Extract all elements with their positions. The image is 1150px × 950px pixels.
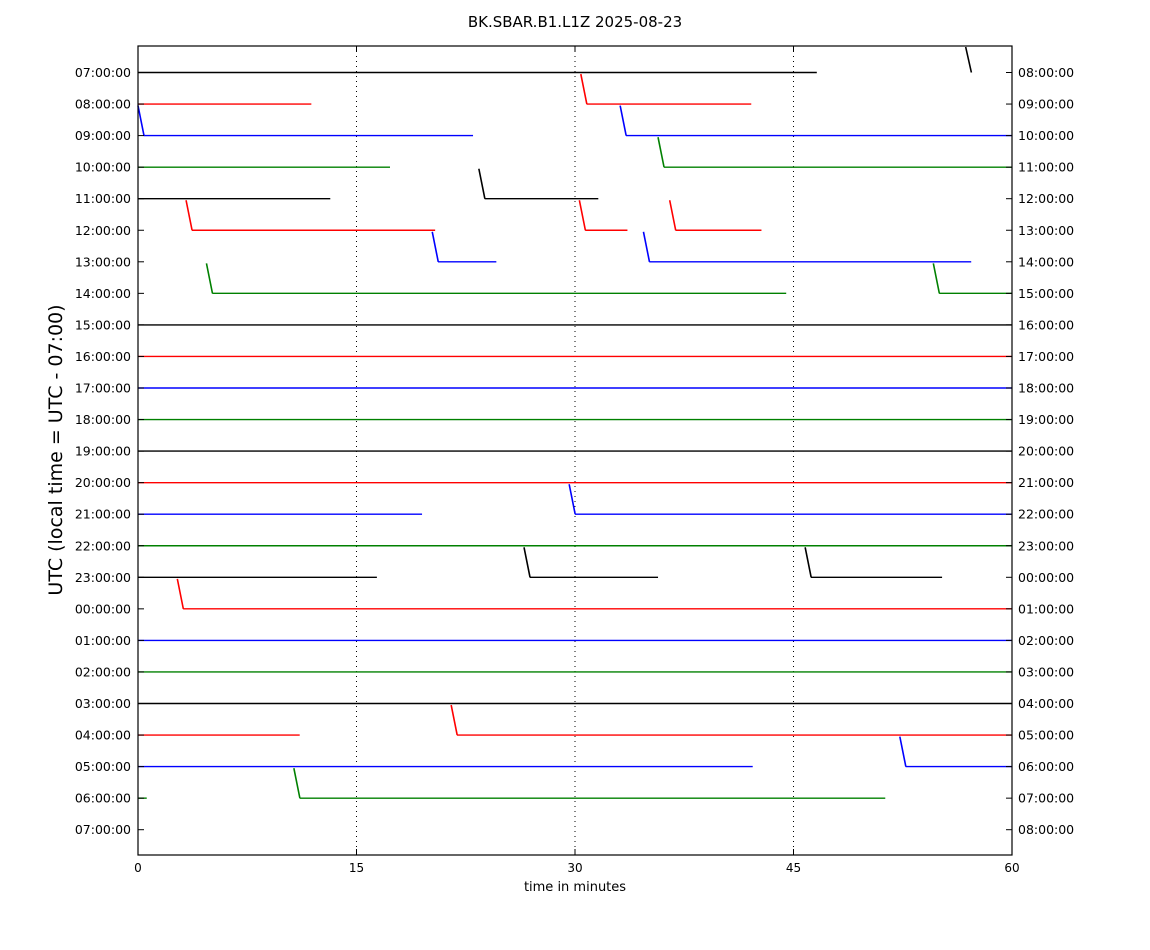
y-tick-label-right: 21:00:00 [1018, 475, 1074, 490]
trace-excursion [176, 578, 185, 610]
trace-excursion [293, 768, 301, 799]
trace-excursion [523, 547, 531, 578]
trace-excursion [619, 105, 627, 136]
y-tick-label-right: 16:00:00 [1018, 317, 1074, 332]
y-tick-label-right: 11:00:00 [1018, 160, 1074, 175]
y-tick-label-right: 03:00:00 [1018, 664, 1074, 679]
y-tick-label-left: 00:00:00 [75, 601, 131, 616]
y-tick-label-right: 02:00:00 [1018, 633, 1074, 648]
y-tick-label-right: 05:00:00 [1018, 728, 1074, 743]
trace-excursion [580, 73, 588, 105]
y-tick-label-left: 12:00:00 [75, 223, 131, 238]
y-tick-label-right: 08:00:00 [1018, 65, 1074, 80]
y-tick-label-right: 13:00:00 [1018, 223, 1074, 238]
y-tick-label-right: 18:00:00 [1018, 381, 1074, 396]
y-tick-label-left: 21:00:00 [75, 507, 131, 522]
y-tick-label-right: 01:00:00 [1018, 601, 1074, 616]
y-tick-label-left: 03:00:00 [75, 696, 131, 711]
y-axis-label: UTC (local time = UTC - 07:00) [45, 304, 67, 595]
y-tick-label-left: 16:00:00 [75, 349, 131, 364]
y-tick-label-left: 13:00:00 [75, 254, 131, 269]
x-tick-label: 15 [349, 861, 364, 875]
x-tick-label: 45 [786, 861, 801, 875]
y-tick-label-right: 17:00:00 [1018, 349, 1074, 364]
y-tick-label-left: 02:00:00 [75, 664, 131, 679]
trace-excursion [804, 547, 812, 578]
trace-excursion [450, 704, 458, 736]
trace-excursion [205, 263, 214, 294]
traces [137, 46, 1012, 799]
y-tick-label-right: 04:00:00 [1018, 696, 1074, 711]
trace-excursion [185, 200, 193, 231]
y-tick-label-right: 20:00:00 [1018, 444, 1074, 459]
y-tick-label-left: 07:00:00 [75, 65, 131, 80]
x-axis-label: time in minutes [524, 880, 626, 895]
y-tick-label-left: 11:00:00 [75, 191, 131, 206]
y-tick-label-left: 06:00:00 [75, 791, 131, 806]
y-tick-label-right: 10:00:00 [1018, 128, 1074, 143]
chart-title: BK.SBAR.B1.L1Z 2025-08-23 [468, 13, 682, 31]
y-tick-label-right: 22:00:00 [1018, 507, 1074, 522]
y-tick-label-right: 23:00:00 [1018, 538, 1074, 553]
y-tick-label-left: 05:00:00 [75, 759, 131, 774]
y-tick-label-right: 19:00:00 [1018, 412, 1074, 427]
trace-excursion [478, 168, 486, 199]
y-tick-label-left: 18:00:00 [75, 412, 131, 427]
x-tick-label: 30 [567, 861, 582, 875]
y-tick-label-left: 22:00:00 [75, 538, 131, 553]
trace-excursion [899, 736, 907, 767]
trace-excursion [668, 200, 677, 231]
y-tick-label-left: 07:00:00 [75, 822, 131, 837]
trace-excursion [137, 105, 145, 136]
y-tick-label-left: 01:00:00 [75, 633, 131, 648]
trace-excursion [568, 484, 576, 515]
y-tick-label-left: 17:00:00 [75, 381, 131, 396]
trace-excursion [642, 231, 651, 262]
y-tick-label-left: 10:00:00 [75, 160, 131, 175]
y-tick-label-right: 06:00:00 [1018, 759, 1074, 774]
y-tick-label-right: 00:00:00 [1018, 570, 1074, 585]
trace-excursion [932, 263, 941, 294]
y-tick-label-right: 09:00:00 [1018, 97, 1074, 112]
y-tick-label-right: 14:00:00 [1018, 254, 1074, 269]
y-tick-label-right: 15:00:00 [1018, 286, 1074, 301]
trace-excursion [578, 200, 587, 231]
y-tick-label-left: 09:00:00 [75, 128, 131, 143]
y-tick-label-right: 08:00:00 [1018, 822, 1074, 837]
trace-excursion [657, 137, 665, 168]
y-tick-label-left: 19:00:00 [75, 444, 131, 459]
x-tick-label: 60 [1004, 861, 1019, 875]
axis-ticks: 0 15 30 45 60 07:00:00 08:00:00 08:00:00 09:00:0… [75, 46, 1074, 875]
y-tick-label-right: 12:00:00 [1018, 191, 1074, 206]
trace-excursion [431, 231, 440, 262]
plot-frame [137, 45, 1013, 856]
y-tick-label-left: 04:00:00 [75, 728, 131, 743]
y-tick-label-right: 07:00:00 [1018, 791, 1074, 806]
y-tick-label-left: 20:00:00 [75, 475, 131, 490]
y-tick-label-left: 08:00:00 [75, 97, 131, 112]
y-tick-label-left: 23:00:00 [75, 570, 131, 585]
y-tick-label-left: 15:00:00 [75, 317, 131, 332]
y-tick-label-left: 14:00:00 [75, 286, 131, 301]
x-tick-label: 0 [134, 861, 142, 875]
trace-excursion [964, 46, 973, 73]
